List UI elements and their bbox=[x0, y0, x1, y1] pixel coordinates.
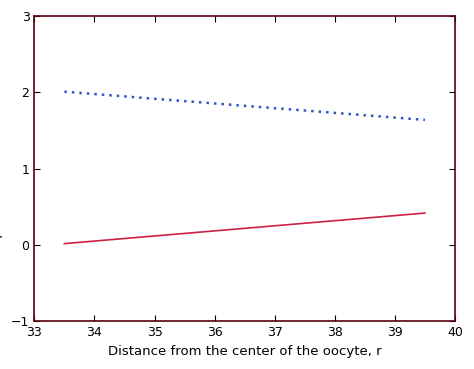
X-axis label: Distance from the center of the oocyte, r: Distance from the center of the oocyte, … bbox=[108, 345, 382, 358]
Text: $\sigma_r$,: $\sigma_r$, bbox=[0, 113, 3, 131]
Text: $\sigma_m$: $\sigma_m$ bbox=[0, 75, 3, 93]
Text: Component stresses,: Component stresses, bbox=[0, 123, 3, 268]
Text: $\sigma_c$,: $\sigma_c$, bbox=[0, 94, 3, 112]
